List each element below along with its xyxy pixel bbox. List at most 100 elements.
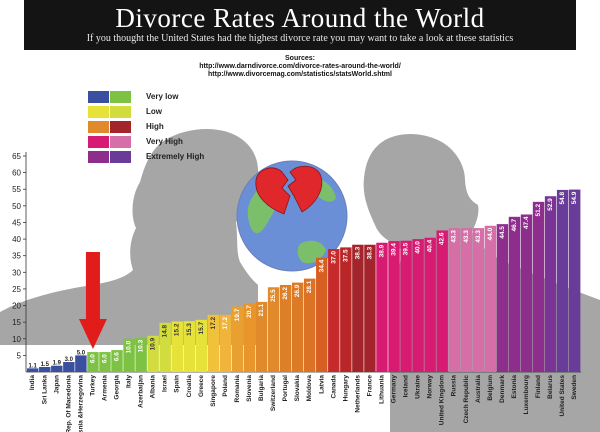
x-tick-label: India — [29, 375, 36, 391]
x-tick-label: Albania — [150, 375, 157, 399]
bar-value-label: 1.1 — [29, 363, 38, 369]
x-tick-label: United States — [559, 375, 566, 417]
x-tick-label: France — [366, 375, 373, 397]
bar — [352, 244, 364, 372]
bar — [159, 322, 171, 372]
source-link-1[interactable]: http://www.darndivorce.com/divorce-rates… — [199, 63, 401, 70]
bar — [51, 365, 63, 372]
bar-value-label: 52.9 — [547, 198, 554, 211]
x-tick-label: Greece — [198, 375, 205, 397]
x-tick-label: Norway — [427, 375, 434, 399]
bar — [328, 249, 340, 372]
legend-label: Very High — [146, 137, 183, 146]
bar — [400, 240, 412, 372]
x-tick-label: Moldova — [306, 375, 313, 402]
x-tick-label: Japan — [53, 375, 60, 394]
y-tick-label: 35 — [12, 252, 21, 261]
bar — [340, 247, 352, 372]
x-tick-label: Slovenia — [246, 375, 253, 402]
bar — [544, 196, 557, 372]
bar — [111, 350, 123, 372]
bar — [472, 228, 485, 372]
bar — [243, 303, 256, 372]
y-tick-label: 60 — [12, 169, 21, 178]
bar — [388, 241, 400, 372]
bar — [376, 242, 388, 372]
x-labels: India Sri Lanka Japan Rep. Of Macedonia Bosn… — [29, 375, 578, 432]
bar — [520, 214, 533, 372]
bar — [195, 319, 208, 372]
bar — [75, 355, 87, 372]
x-tick-label: Canada — [330, 375, 337, 399]
bar-value-label: 39.5 — [403, 242, 410, 255]
bar — [496, 224, 509, 372]
y-tick-label: 65 — [12, 152, 21, 161]
bar — [424, 237, 436, 372]
x-tick-label: Spain — [174, 375, 181, 393]
x-tick-label: Sri Lanka — [41, 375, 48, 405]
bar-value-label: 25.5 — [270, 289, 277, 302]
bar — [556, 189, 569, 372]
bar — [568, 189, 581, 372]
bar — [99, 352, 111, 372]
bar-value-label: 15.7 — [198, 321, 205, 334]
bar — [364, 244, 376, 372]
x-tick-label: Denmark — [499, 375, 506, 403]
legend-item-very-high: Very High — [88, 136, 248, 148]
bar — [508, 216, 521, 372]
bar — [207, 314, 220, 372]
highlight-arrow — [78, 252, 107, 350]
x-tick-label: Czech Republic — [463, 375, 470, 424]
x-tick-label: Romania — [234, 375, 241, 403]
arrow-shape — [78, 252, 107, 350]
y-tick-label: 20 — [12, 302, 21, 311]
y-tick-label: 45 — [12, 218, 21, 227]
legend-label: Very low — [146, 92, 179, 101]
bar — [279, 284, 292, 372]
legend-swatch — [110, 121, 131, 133]
bar-value-label: 40.4 — [427, 239, 434, 252]
x-tick-label: Germany — [391, 375, 398, 404]
bar-value-label: 19.7 — [234, 308, 241, 321]
bar-value-label: 10.3 — [138, 339, 145, 352]
bar-value-label: 1.5 — [41, 362, 50, 368]
bar-value-label: 6.0 — [101, 354, 108, 363]
legend-label: Extremely High — [146, 152, 205, 161]
x-tick-label: Portugal — [282, 375, 289, 402]
x-tick-label: Latvia — [318, 375, 325, 394]
bar — [87, 352, 99, 372]
x-tick-label: Bulgaria — [258, 375, 265, 401]
bar-value-label: 26.9 — [294, 284, 301, 297]
x-tick-label: Slovakia — [294, 375, 301, 402]
bar-value-label: 46.7 — [511, 218, 518, 231]
legend-item-very-low: Very low — [88, 91, 248, 103]
woman-silhouette — [0, 128, 259, 345]
x-tick-label: Italy — [126, 375, 133, 388]
page-subtitle: If you thought the United States had the… — [86, 33, 514, 44]
header-banner: Divorce Rates Around the World If you th… — [24, 0, 576, 50]
bar-value-label: 34.4 — [318, 259, 325, 272]
bar-value-label: 38.3 — [354, 246, 361, 259]
x-tick-label: Estonia — [511, 375, 518, 399]
x-tick-label: Armenia — [101, 375, 108, 401]
x-tick-label: Iceland — [403, 375, 410, 397]
bar-value-label: 17.2 — [222, 316, 229, 329]
legend-swatch — [110, 106, 131, 118]
x-tick-label: Rep. Of Macedonia — [65, 375, 72, 432]
bar-value-label: 37.0 — [330, 251, 337, 264]
bar — [267, 287, 280, 372]
bar-value-label: 1.9 — [53, 361, 62, 367]
legend-swatch — [88, 121, 109, 133]
broken-heart-icon — [255, 165, 323, 215]
source-link-2[interactable]: http://www.divorcemag.com/statistics/sta… — [208, 71, 392, 78]
legend-swatch — [88, 91, 109, 103]
y-tick-label: 10 — [12, 335, 21, 344]
bar-value-label: 26.2 — [282, 287, 289, 300]
y-tick-label: 30 — [12, 268, 21, 277]
bar — [316, 257, 328, 372]
bar-value-label: 47.4 — [523, 216, 530, 229]
x-tick-label: Hungary — [342, 375, 349, 402]
x-tick-label: Australia — [475, 375, 482, 403]
bar — [63, 362, 75, 372]
